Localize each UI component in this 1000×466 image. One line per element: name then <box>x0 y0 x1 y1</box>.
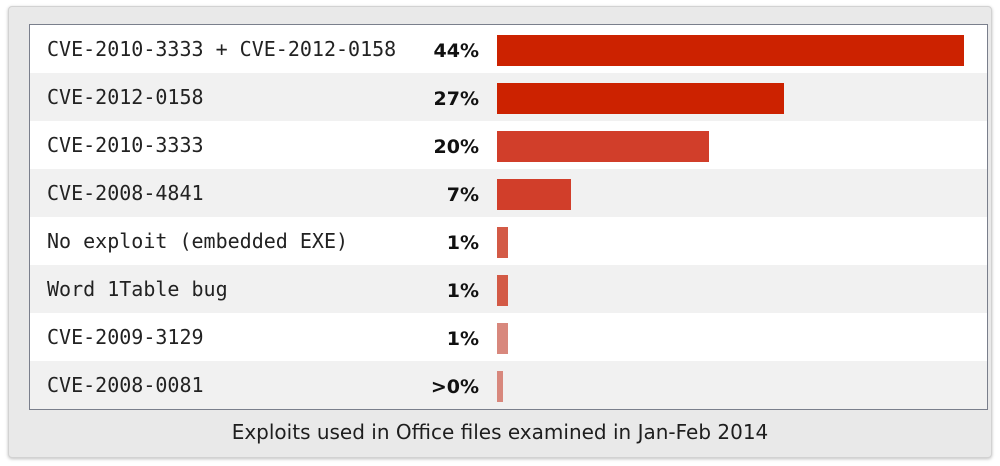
bar <box>497 227 508 258</box>
value-label: 1% <box>446 280 479 302</box>
category-label: CVE-2012-0158 <box>47 85 204 109</box>
bar <box>497 35 964 66</box>
category-label: No exploit (embedded EXE) <box>47 229 349 253</box>
chart-row: No exploit (embedded EXE) 1% <box>30 217 987 265</box>
bar <box>497 323 508 354</box>
value-label: 1% <box>446 328 479 350</box>
value-label: 27% <box>433 88 479 110</box>
value-label: 1% <box>446 232 479 254</box>
chart-row: CVE-2008-0081 >0% <box>30 361 987 409</box>
category-label: CVE-2008-4841 <box>47 181 204 205</box>
category-label: CVE-2010-3333 + CVE-2012-0158 <box>47 37 397 61</box>
category-label: CVE-2008-0081 <box>47 373 204 397</box>
chart-row: CVE-2010-3333 20% <box>30 121 987 169</box>
chart-row: CVE-2009-3129 1% <box>30 313 987 361</box>
value-label: >0% <box>430 376 479 398</box>
chart-row: CVE-2012-0158 27% <box>30 73 987 121</box>
value-label: 44% <box>433 40 479 62</box>
category-label: CVE-2010-3333 <box>47 133 204 157</box>
bar <box>497 275 508 306</box>
bar <box>497 179 571 210</box>
figure-frame: CVE-2010-3333 + CVE-2012-0158 44% CVE-2012… <box>8 6 992 458</box>
chart-row: CVE-2010-3333 + CVE-2012-0158 44% <box>30 25 987 73</box>
bar <box>497 371 503 402</box>
category-label: Word 1Table bug <box>47 277 228 301</box>
bar <box>497 83 784 114</box>
bar-chart: CVE-2010-3333 + CVE-2012-0158 44% CVE-2012… <box>29 24 988 410</box>
value-label: 20% <box>433 136 479 158</box>
bar <box>497 131 709 162</box>
chart-row: CVE-2008-4841 7% <box>30 169 987 217</box>
category-label: CVE-2009-3129 <box>47 325 204 349</box>
figure-caption: Exploits used in Office files examined i… <box>231 420 769 444</box>
chart-row: Word 1Table bug 1% <box>30 265 987 313</box>
value-label: 7% <box>446 184 479 206</box>
